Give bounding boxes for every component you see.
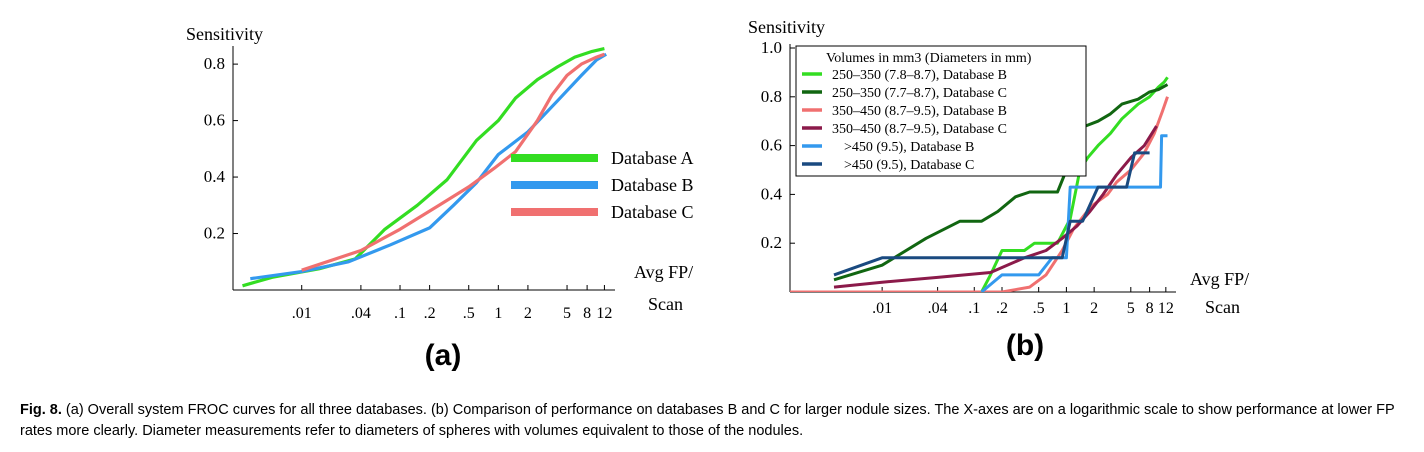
chart-b: 0.20.40.60.81.0.01.04.1.2.5 1 2 5 8 12Sensiti… bbox=[748, 17, 1249, 362]
legend-label: 250–350 (7.7–8.7), Database C bbox=[832, 86, 1007, 101]
x-tick-label: .2 bbox=[424, 305, 436, 322]
caption-label: Fig. 8. bbox=[20, 402, 62, 418]
x-tick-label: 8 bbox=[1146, 300, 1154, 317]
x-tick-label: 5 bbox=[1127, 300, 1135, 317]
x-tick-label: 1 bbox=[1062, 300, 1070, 317]
x-axis-title-line2: Scan bbox=[1205, 297, 1240, 317]
x-tick-label: .01 bbox=[292, 305, 312, 322]
y-tick-label: 0.4 bbox=[761, 184, 783, 203]
legend-label: >450 (9.5), Database C bbox=[844, 158, 974, 173]
x-tick-label: .04 bbox=[351, 305, 371, 322]
y-tick-label: 0.4 bbox=[204, 167, 226, 186]
legend-label: >450 (9.5), Database B bbox=[844, 140, 974, 155]
series-line-3 bbox=[301, 52, 605, 272]
legend-label: 350–450 (8.7–9.5), Database B bbox=[832, 104, 1007, 119]
y-tick-label: 0.6 bbox=[204, 111, 225, 130]
x-tick-label: .2 bbox=[996, 300, 1008, 317]
y-tick-label: 0.8 bbox=[761, 87, 782, 106]
chart-a: 0.20.40.60.8.01.04.1.2.5 1 2 5 8 12Sensitivit… bbox=[186, 24, 693, 372]
caption-text: (a) Overall system FROC curves for all t… bbox=[20, 402, 1395, 439]
x-tick-label: 8 bbox=[583, 305, 591, 322]
x-tick-label: .01 bbox=[872, 300, 892, 317]
x-tick-label: 1 bbox=[494, 305, 502, 322]
y-tick-label: 1.0 bbox=[761, 38, 782, 57]
y-tick-label: 0.2 bbox=[204, 224, 225, 243]
y-axis-title: Sensitivity bbox=[186, 24, 263, 44]
x-tick-label: 2 bbox=[524, 305, 532, 322]
legend-label: Database C bbox=[611, 202, 693, 222]
x-axis-title-line1: Avg FP/ bbox=[1190, 269, 1249, 289]
series-line-5 bbox=[980, 134, 1168, 292]
x-tick-label: .04 bbox=[928, 300, 948, 317]
x-tick-label: .5 bbox=[1033, 300, 1045, 317]
legend-label: 250–350 (7.8–8.7), Database B bbox=[832, 68, 1007, 83]
x-axis-title-line1: Avg FP/ bbox=[634, 262, 693, 282]
legend-label: Database B bbox=[611, 175, 693, 195]
series-line-6 bbox=[833, 151, 1150, 277]
x-tick-label: 12 bbox=[596, 305, 612, 322]
series-line-4 bbox=[833, 125, 1158, 289]
y-tick-label: 0.8 bbox=[204, 54, 225, 73]
series-line-1 bbox=[242, 47, 605, 288]
legend-box bbox=[795, 45, 1087, 177]
panel-label: (a) bbox=[425, 339, 462, 372]
legend-label: Database A bbox=[611, 148, 693, 168]
y-axis-title: Sensitivity bbox=[748, 17, 825, 37]
x-tick-label: .1 bbox=[394, 305, 406, 322]
x-tick-label: .5 bbox=[463, 305, 475, 322]
legend-title: Volumes in mm3 (Diameters in mm) bbox=[826, 51, 1032, 66]
x-tick-label: 12 bbox=[1158, 300, 1174, 317]
panel-label: (b) bbox=[1006, 329, 1044, 362]
x-tick-label: .1 bbox=[968, 300, 980, 317]
y-tick-label: 0.2 bbox=[761, 233, 782, 252]
series-line-2 bbox=[250, 52, 608, 281]
x-tick-label: 2 bbox=[1090, 300, 1098, 317]
figure-caption: Fig. 8. (a) Overall system FROC curves f… bbox=[20, 400, 1410, 442]
y-tick-label: 0.6 bbox=[761, 136, 782, 155]
x-axis-title-line2: Scan bbox=[648, 294, 683, 314]
legend-label: 350–450 (8.7–9.5), Database C bbox=[832, 122, 1007, 137]
x-tick-label: 5 bbox=[563, 305, 571, 322]
